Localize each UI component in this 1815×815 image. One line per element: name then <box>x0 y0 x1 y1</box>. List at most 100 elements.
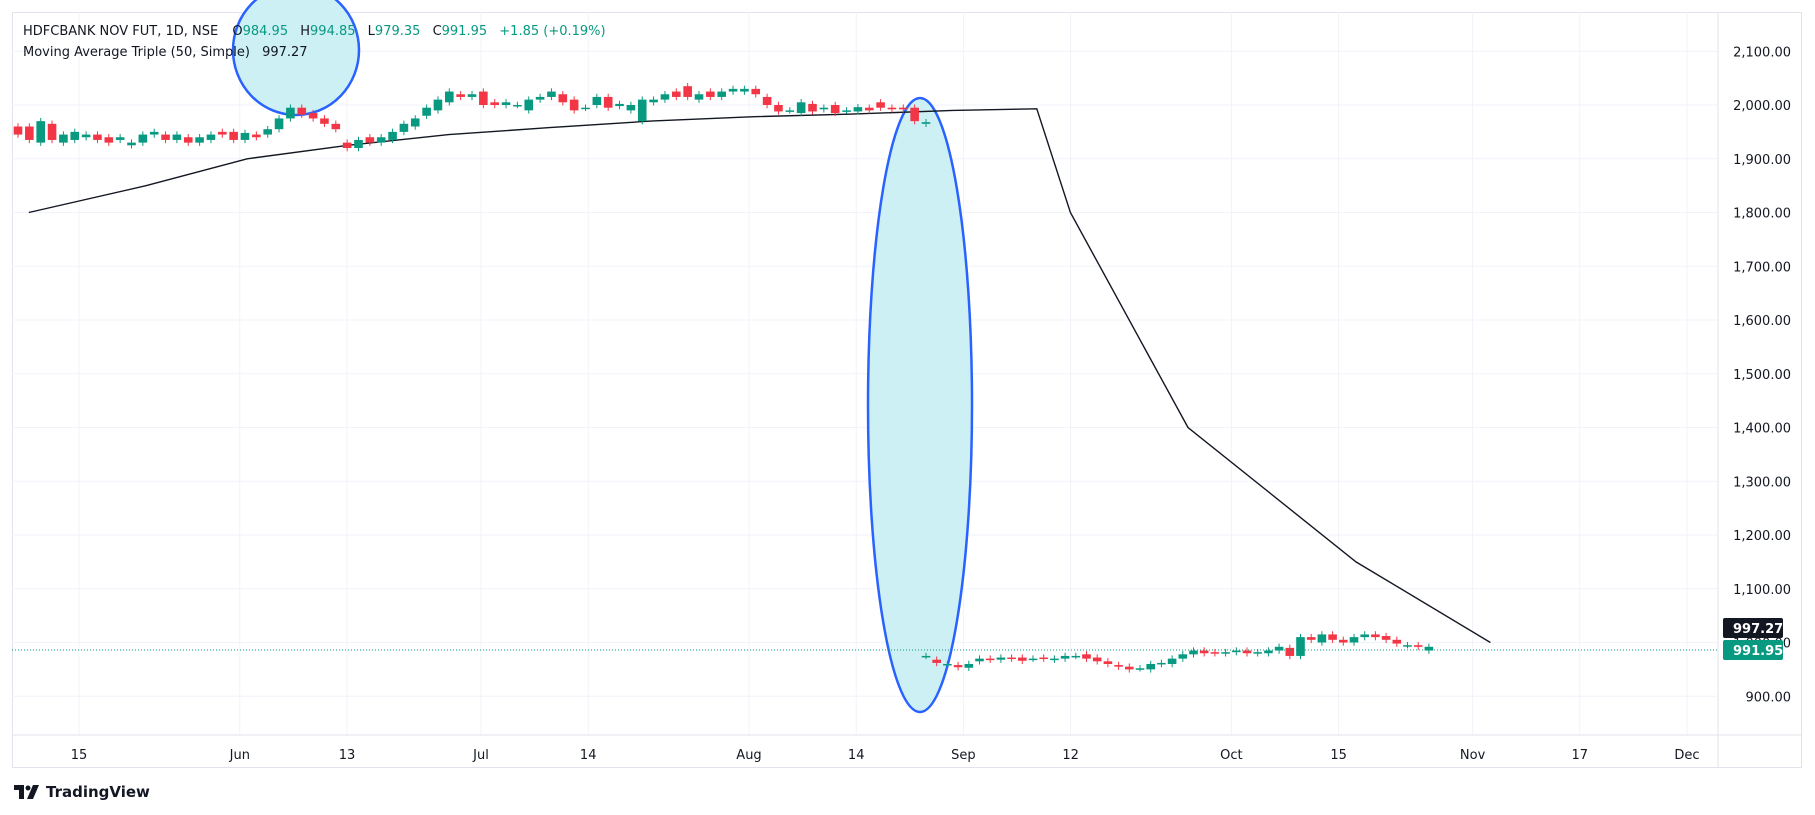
candle <box>1060 655 1070 659</box>
candle <box>1232 650 1241 653</box>
candle <box>81 134 91 138</box>
candle <box>218 131 227 135</box>
candle <box>547 91 556 97</box>
candle <box>1157 662 1166 665</box>
candle <box>1221 652 1230 654</box>
x-tick-label: 12 <box>1062 748 1079 763</box>
candle <box>649 99 658 103</box>
candle <box>1114 665 1123 667</box>
candle <box>115 137 125 140</box>
x-tick-label: Oct <box>1220 748 1242 763</box>
candle <box>1167 658 1177 664</box>
x-axis[interactable]: 15 Jun 13 Jul 14 Aug 14 Sep 12 Oct 15 Nov 17 Dec <box>71 748 1700 763</box>
candle <box>240 132 250 140</box>
candle <box>1146 664 1155 670</box>
candle <box>286 107 295 119</box>
candle <box>1253 652 1262 654</box>
x-tick-label: 17 <box>1572 748 1589 763</box>
y-tick-label: 1,400.00 <box>1733 422 1791 437</box>
tradingview-brand[interactable]: TradingView <box>14 783 150 801</box>
candle <box>1028 658 1038 661</box>
candle <box>1018 657 1027 661</box>
close-value: 991.95 <box>441 24 488 39</box>
candle <box>558 94 568 103</box>
candle <box>342 142 352 148</box>
candle <box>864 107 874 111</box>
y-tick-label: 1,700.00 <box>1733 260 1791 275</box>
candle <box>1360 634 1369 638</box>
candle <box>626 105 636 111</box>
candle <box>1328 634 1337 640</box>
ma-badge <box>1723 618 1783 638</box>
y-axis[interactable]: 2,100.00 2,000.00 1,900.00 1,800.00 1,700.00… <box>1733 45 1791 705</box>
indicator-legend[interactable]: Moving Average Triple (50, Simple) 997.2… <box>23 45 308 60</box>
candle <box>808 103 817 112</box>
candle <box>751 88 761 95</box>
symbol-label[interactable]: HDFCBANK NOV FUT, 1D, NSE <box>23 24 219 39</box>
candle <box>876 102 885 108</box>
candle <box>1317 634 1327 643</box>
candle <box>445 91 454 103</box>
low-label: L <box>367 24 375 39</box>
candle <box>1125 666 1134 670</box>
candle <box>1189 650 1198 655</box>
candle <box>297 107 307 115</box>
change-value: +1.85 (+0.19%) <box>499 24 606 39</box>
candle <box>943 664 952 666</box>
candle <box>1242 650 1252 654</box>
last-price-badge <box>1723 640 1783 660</box>
low-value: 979.35 <box>374 24 421 39</box>
candle <box>467 94 477 97</box>
candle <box>1339 639 1348 643</box>
candle <box>206 134 216 140</box>
y-tick-label: 2,000.00 <box>1733 99 1791 114</box>
moving-average-layer <box>28 108 1491 644</box>
candle <box>683 86 692 97</box>
candle <box>456 94 465 97</box>
candle <box>1264 650 1273 654</box>
candle <box>93 134 102 140</box>
candle <box>274 118 284 130</box>
candle <box>195 137 204 143</box>
candle <box>1092 657 1102 662</box>
indicator-name[interactable]: Moving Average Triple (50, Simple) <box>23 45 250 60</box>
highlight-ellipse-top <box>231 0 361 117</box>
candle <box>615 103 624 107</box>
candle <box>376 137 386 143</box>
y-tick-label: 1,200.00 <box>1733 529 1791 544</box>
y-tick-label: 1,600.00 <box>1733 314 1791 329</box>
candle <box>161 134 170 140</box>
candle <box>433 99 443 111</box>
candle <box>728 88 738 92</box>
candle <box>1349 637 1359 643</box>
candle <box>365 137 375 143</box>
close-label: C <box>432 24 442 39</box>
ohlc-legend[interactable]: HDFCBANK NOV FUT, 1D, NSE O984.95 H994.8… <box>23 24 606 39</box>
chart-frame <box>12 12 1802 768</box>
candle <box>501 102 511 105</box>
candle <box>740 88 749 92</box>
candle <box>388 131 397 140</box>
candle <box>1071 655 1081 658</box>
candle <box>25 126 34 140</box>
candle <box>964 664 974 668</box>
candle <box>603 96 613 108</box>
price-badges: 997.27 991.95 <box>1723 618 1783 660</box>
candle <box>36 121 45 143</box>
x-tick-label: 14 <box>848 748 865 763</box>
high-label: H <box>300 24 311 39</box>
candle <box>138 134 148 143</box>
y-tick-label: 2,100.00 <box>1733 45 1791 60</box>
y-tick-label: 1,300.00 <box>1733 475 1791 490</box>
candle <box>172 134 182 140</box>
candle <box>1103 661 1113 664</box>
candle <box>524 99 534 111</box>
candle <box>149 131 159 135</box>
candle <box>479 91 488 105</box>
candle <box>513 105 522 107</box>
x-tick-label: Sep <box>951 748 976 763</box>
open-label: O <box>232 24 243 39</box>
candle <box>1274 646 1284 651</box>
candle <box>706 91 715 97</box>
